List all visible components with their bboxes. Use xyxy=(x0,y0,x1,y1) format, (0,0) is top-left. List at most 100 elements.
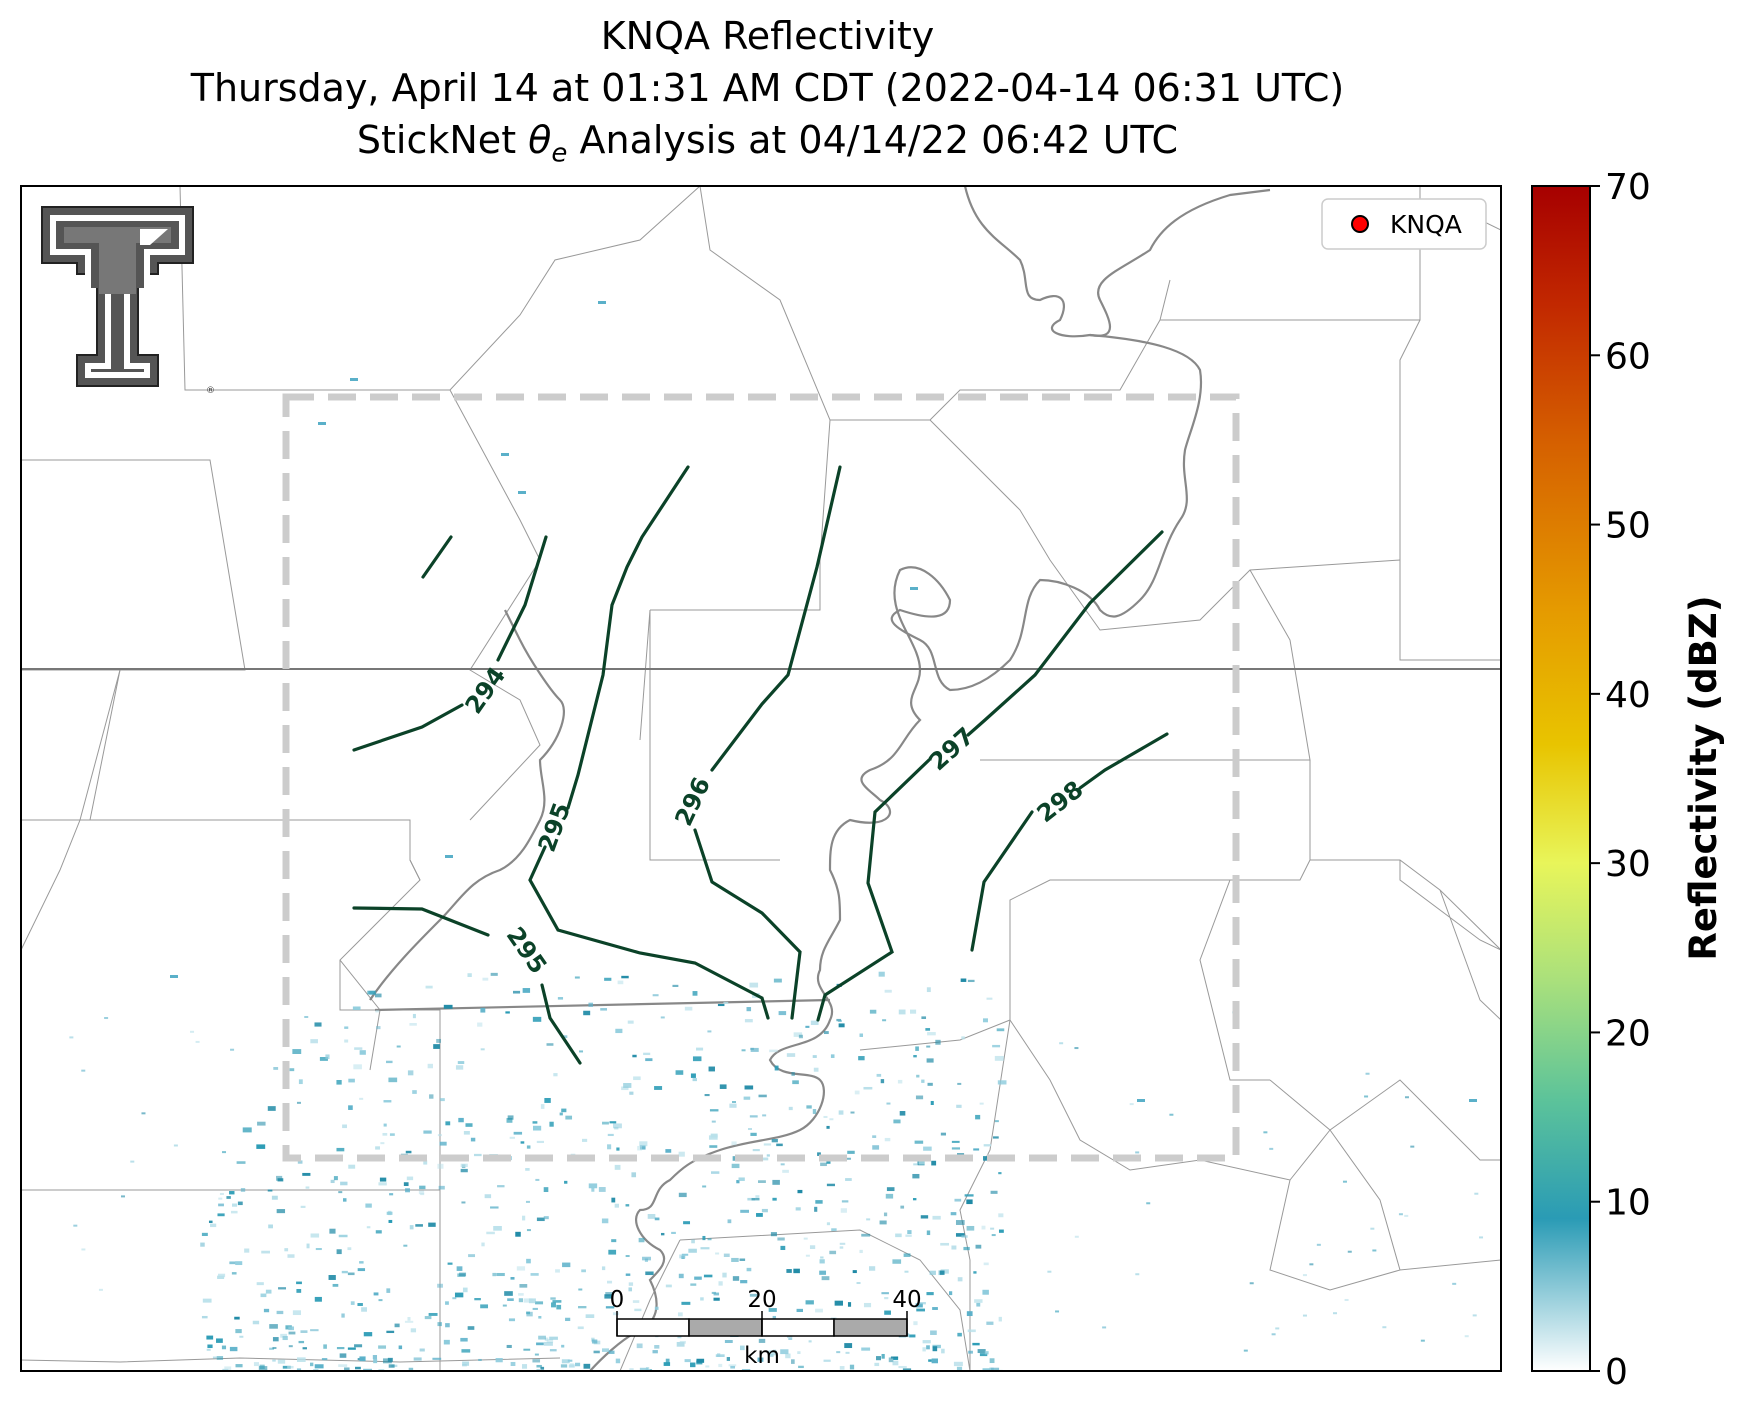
echo-pixel xyxy=(998,1172,1002,1175)
echo-pixel xyxy=(990,1227,995,1230)
echo-pixel xyxy=(465,1123,473,1127)
echo-pixel xyxy=(1302,1314,1307,1317)
echo-pixel xyxy=(642,1256,651,1261)
echo-pixel xyxy=(438,1185,445,1190)
echo-pixel xyxy=(869,1009,877,1014)
echo-pixel xyxy=(921,1079,925,1083)
echo-pixel xyxy=(758,1094,767,1098)
echo-pixel xyxy=(598,301,606,304)
echo-pixel xyxy=(386,1211,393,1215)
echo-pixel xyxy=(336,1080,342,1085)
echo-pixel xyxy=(747,1128,752,1131)
echo-pixel xyxy=(501,453,509,456)
echo-pixel xyxy=(405,1188,410,1193)
echo-pixel xyxy=(758,1180,766,1183)
echo-pixel xyxy=(676,1341,685,1347)
echo-pixel xyxy=(859,1033,864,1037)
echo-pixel xyxy=(535,1301,544,1305)
echo-pixel xyxy=(486,1231,495,1235)
echo-pixel xyxy=(983,1144,992,1147)
echo-pixel xyxy=(287,1254,295,1258)
echo-pixel xyxy=(235,1261,243,1266)
echo-pixel xyxy=(218,1203,224,1207)
echo-pixel xyxy=(752,1149,760,1152)
echo-pixel xyxy=(915,1303,923,1308)
echo-pixel xyxy=(981,1225,986,1230)
echo-pixel xyxy=(415,1224,423,1227)
echo-pixel xyxy=(692,1078,697,1082)
echo-pixel xyxy=(660,1016,665,1019)
echo-pixel xyxy=(314,1022,322,1027)
echo-pixel xyxy=(359,1261,364,1264)
echo-pixel xyxy=(629,1091,634,1095)
echo-pixel xyxy=(879,1220,887,1225)
echo-pixel xyxy=(403,1244,408,1247)
echo-pixel xyxy=(788,1106,793,1111)
echo-pixel xyxy=(224,1366,232,1371)
echo-pixel xyxy=(455,1065,464,1070)
echo-pixel xyxy=(296,1357,306,1362)
echo-pixel xyxy=(723,1001,729,1004)
echo-pixel xyxy=(913,1055,917,1058)
echo-pixel xyxy=(388,1219,393,1223)
echo-pixel xyxy=(1464,1335,1469,1338)
echo-pixel xyxy=(926,987,931,993)
echo-pixel xyxy=(772,1197,777,1201)
echo-pixel xyxy=(897,1079,903,1084)
echo-pixel xyxy=(829,1250,837,1255)
echo-pixel xyxy=(445,1121,451,1126)
echo-pixel xyxy=(289,1068,295,1072)
echo-pixel xyxy=(195,1040,200,1043)
echo-pixel xyxy=(769,1049,778,1053)
echo-pixel xyxy=(692,1056,702,1062)
echo-pixel xyxy=(679,1254,686,1259)
echo-pixel xyxy=(473,1153,482,1157)
echo-pixel xyxy=(296,1281,302,1285)
echo-pixel xyxy=(918,1161,925,1165)
echo-pixel xyxy=(409,1023,417,1026)
echo-pixel xyxy=(386,1288,391,1293)
echo-pixel xyxy=(73,1224,78,1227)
echo-pixel xyxy=(839,1366,845,1370)
echo-pixel xyxy=(931,1160,937,1166)
echo-pixel xyxy=(704,1094,710,1097)
echo-pixel xyxy=(998,1213,1004,1218)
echo-pixel xyxy=(526,1258,531,1264)
echo-pixel xyxy=(242,1127,252,1133)
echo-pixel xyxy=(350,1301,355,1305)
contour-298-upper xyxy=(1078,732,1169,790)
echo-pixel xyxy=(625,1273,631,1276)
echo-pixel xyxy=(616,1147,620,1151)
echo-pixel xyxy=(900,1205,905,1209)
echo-pixel xyxy=(665,1358,670,1364)
echo-pixel xyxy=(361,1307,367,1312)
echo-pixel xyxy=(904,1270,909,1273)
echo-pixel xyxy=(663,1362,671,1366)
echo-pixel xyxy=(755,1195,760,1200)
echo-pixel xyxy=(749,1293,759,1297)
echo-pixel xyxy=(869,1266,876,1271)
echo-pixel xyxy=(267,1106,276,1111)
echo-pixel xyxy=(350,378,358,381)
echo-pixel xyxy=(375,1010,380,1013)
echo-pixel xyxy=(932,1307,938,1310)
echo-pixel xyxy=(847,1302,852,1307)
echo-pixel xyxy=(975,1114,981,1120)
echo-pixel xyxy=(287,1365,294,1369)
echo-pixel xyxy=(750,1047,759,1052)
echo-pixel xyxy=(359,1050,366,1055)
echo-pixel xyxy=(437,1134,442,1137)
echo-pixel xyxy=(201,1315,208,1319)
echo-pixel xyxy=(973,1271,977,1274)
echo-pixel xyxy=(363,1332,373,1337)
echo-pixel xyxy=(772,1315,777,1321)
echo-pixel xyxy=(556,1304,562,1310)
echo-pixel xyxy=(321,1358,328,1361)
echo-pixel xyxy=(844,1343,853,1349)
echo-pixel xyxy=(740,1209,750,1213)
echo-pixel xyxy=(678,1273,684,1279)
echo-pixel xyxy=(304,1015,309,1018)
echo-pixel xyxy=(791,1072,795,1076)
echo-pixel xyxy=(996,1028,1005,1032)
